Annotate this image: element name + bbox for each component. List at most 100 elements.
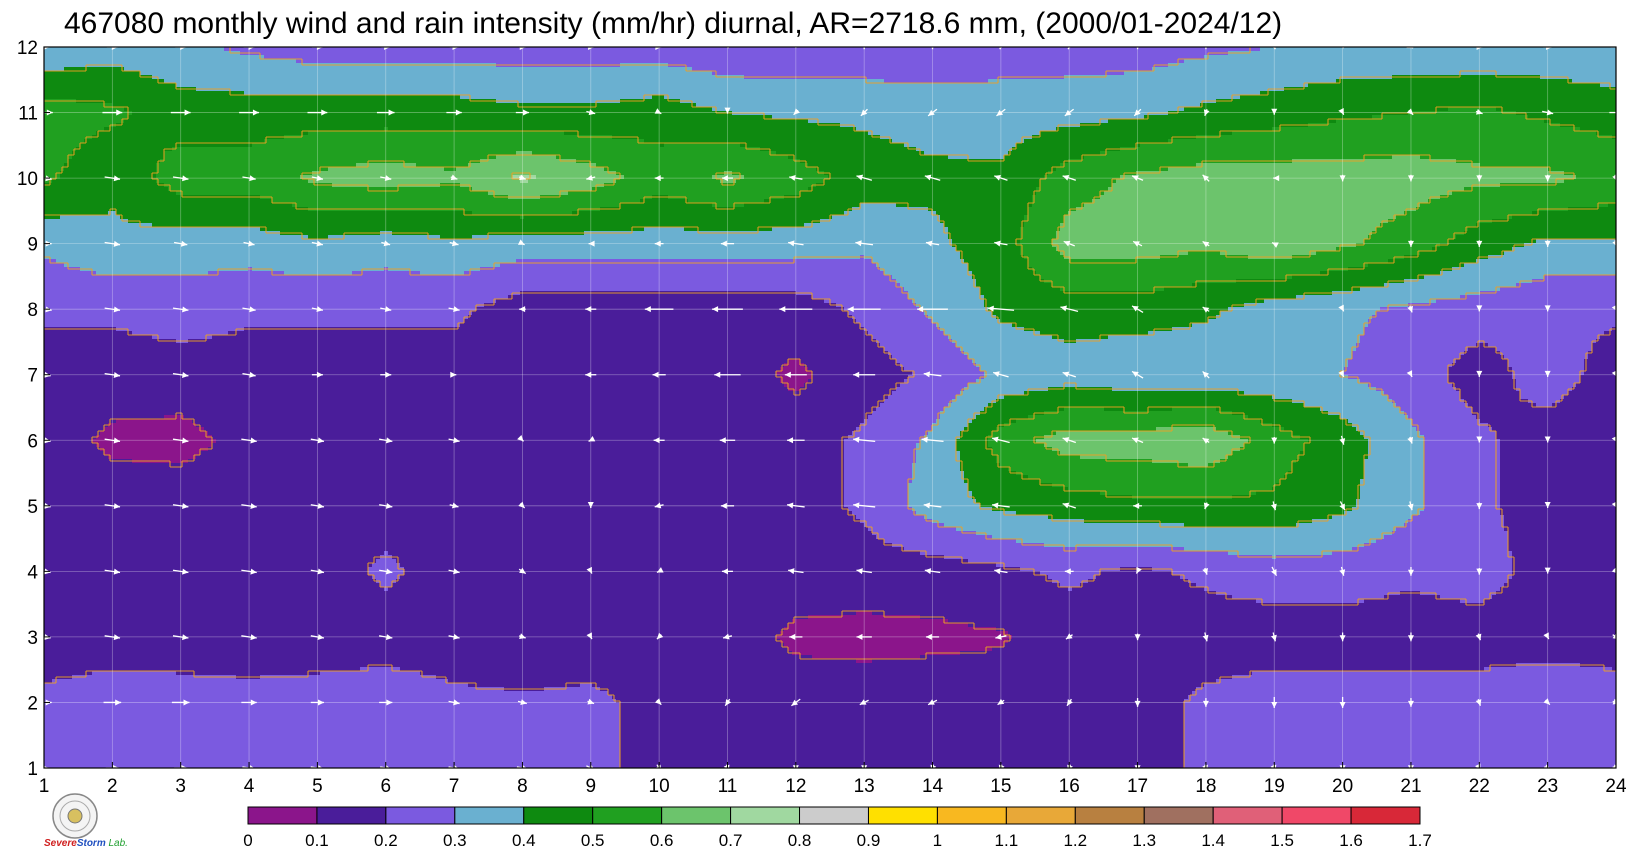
contour-cell xyxy=(1240,47,1245,52)
contour-cell xyxy=(880,55,885,60)
contour-cell xyxy=(840,59,845,64)
contour-cell xyxy=(528,59,533,64)
contour-cell xyxy=(1104,51,1109,56)
contour-cell xyxy=(1316,47,1321,52)
contour-cell xyxy=(1456,55,1461,60)
contour-cell xyxy=(1120,47,1125,52)
contour-cell xyxy=(788,51,793,56)
contour-cell xyxy=(1268,55,1273,60)
contour-cell xyxy=(308,59,313,64)
contour-cell xyxy=(1300,59,1305,64)
contour-cell xyxy=(776,59,781,64)
contour-cell xyxy=(240,59,245,64)
contour-cell xyxy=(576,51,581,56)
contour-cell xyxy=(252,55,257,60)
contour-cell xyxy=(856,51,861,56)
contour-cell xyxy=(1504,47,1509,52)
contour-cell xyxy=(728,55,733,60)
contour-cell xyxy=(1308,51,1313,56)
contour-cell xyxy=(416,47,421,52)
contour-cell xyxy=(980,55,985,60)
contour-cell xyxy=(1008,51,1013,56)
contour-cell xyxy=(144,55,149,60)
contour-cell xyxy=(864,55,869,60)
contour-cell xyxy=(1556,51,1561,56)
contour-cell xyxy=(80,55,85,60)
contour-cell xyxy=(96,47,101,52)
contour-cell xyxy=(1496,51,1501,56)
contour-cell xyxy=(288,59,293,64)
contour-cell xyxy=(772,51,777,56)
contour-cell xyxy=(696,55,701,60)
contour-cell xyxy=(748,47,753,52)
contour-cell xyxy=(1372,51,1377,56)
contour-cell xyxy=(1152,59,1157,64)
contour-cell xyxy=(504,51,509,56)
contour-cell xyxy=(612,59,617,64)
contour-cell xyxy=(80,59,85,64)
contour-cell xyxy=(880,59,885,64)
contour-cell xyxy=(980,59,985,64)
contour-cell xyxy=(228,59,233,64)
contour-cell xyxy=(308,51,313,56)
contour-cell xyxy=(1552,59,1557,64)
contour-cell xyxy=(48,47,53,52)
contour-cell xyxy=(1012,55,1017,60)
contour-cell xyxy=(256,47,261,52)
contour-cell xyxy=(756,47,761,52)
contour-cell xyxy=(136,59,141,64)
contour-cell xyxy=(1540,47,1545,52)
contour-cell xyxy=(904,51,909,56)
contour-cell xyxy=(100,51,105,56)
contour-cell xyxy=(1176,51,1181,56)
contour-cell xyxy=(1432,55,1437,60)
contour-cell xyxy=(1580,51,1585,56)
contour-cell xyxy=(536,59,541,64)
contour-cell xyxy=(1172,59,1177,64)
contour-cell xyxy=(88,59,93,64)
contour-cell xyxy=(620,47,625,52)
contour-cell xyxy=(1360,59,1365,64)
contour-cell xyxy=(1432,51,1437,56)
contour-cell xyxy=(196,55,201,60)
contour-cell xyxy=(948,59,953,64)
contour-cell xyxy=(960,59,965,64)
contour-cell xyxy=(1312,47,1317,52)
contour-cell xyxy=(1052,47,1057,52)
contour-cell xyxy=(704,47,709,52)
contour-cell xyxy=(1084,51,1089,56)
contour-cell xyxy=(468,55,473,60)
contour-cell xyxy=(1088,47,1093,52)
contour-cell xyxy=(200,47,205,52)
contour-cell xyxy=(1052,51,1057,56)
contour-cell xyxy=(1344,59,1349,64)
contour-cell xyxy=(1468,51,1473,56)
contour-cell xyxy=(196,47,201,52)
contour-cell xyxy=(1152,55,1157,60)
contour-cell xyxy=(1532,59,1537,64)
contour-cell xyxy=(1376,47,1381,52)
contour-cell xyxy=(696,59,701,64)
contour-cell xyxy=(552,51,557,56)
contour-cell xyxy=(908,59,913,64)
contour-cell xyxy=(384,55,389,60)
contour-cell xyxy=(1032,59,1037,64)
contour-cell xyxy=(548,59,553,64)
contour-cell xyxy=(436,59,441,64)
contour-cell xyxy=(1048,47,1053,52)
contour-cell xyxy=(1420,47,1425,52)
contour-cell xyxy=(696,51,701,56)
contour-cell xyxy=(1096,51,1101,56)
contour-cell xyxy=(1168,47,1173,52)
contour-cell xyxy=(624,59,629,64)
contour-cell xyxy=(72,51,77,56)
contour-cell xyxy=(64,47,69,52)
contour-cell xyxy=(1448,59,1453,64)
contour-cell xyxy=(1536,47,1541,52)
contour-cell xyxy=(1308,55,1313,60)
contour-cell xyxy=(936,51,941,56)
contour-cell xyxy=(940,51,945,56)
contour-cell xyxy=(1548,51,1553,56)
contour-cell xyxy=(540,55,545,60)
contour-cell xyxy=(80,51,85,56)
